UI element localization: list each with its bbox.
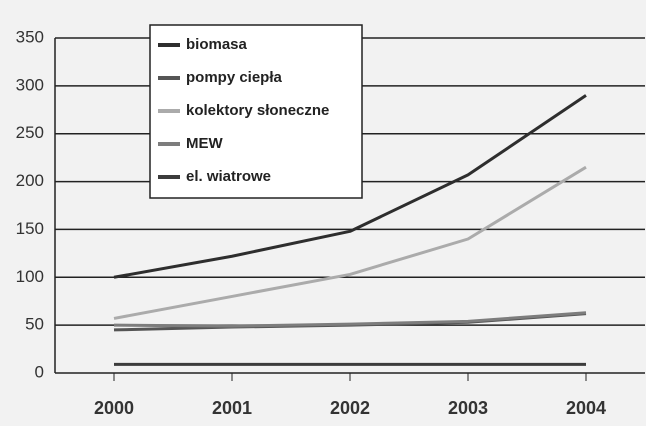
x-tick-label: 2002 [330,398,370,418]
page: 0 50 100 150 200 250 300 350 2000 2001 2002 2003 200… [0,0,646,426]
x-tick-label: 2001 [212,398,252,418]
x-tick-label: 2000 [94,398,134,418]
y-tick-label: 150 [16,219,44,238]
legend: biomasa pompy ciepła kolektory słoneczne ME… [150,25,362,198]
legend-label: el. wiatrowe [186,168,271,185]
y-tick-label: 250 [16,123,44,142]
y-tick-label: 0 [35,362,44,381]
legend-label: pompy ciepła [186,69,283,86]
y-tick-label: 300 [16,75,44,94]
chart: 0 50 100 150 200 250 300 350 2000 2001 2002 2003 200… [0,0,646,426]
y-tick-label: 200 [16,171,44,190]
legend-label: biomasa [186,36,248,53]
y-tick-label: 100 [16,267,44,286]
legend-label: MEW [186,135,224,152]
x-tick-label: 2003 [448,398,488,418]
y-tick-label: 350 [16,27,44,46]
legend-label: kolektory słoneczne [186,102,329,119]
y-tick-label: 50 [25,315,44,334]
x-tick-label: 2004 [566,398,606,418]
